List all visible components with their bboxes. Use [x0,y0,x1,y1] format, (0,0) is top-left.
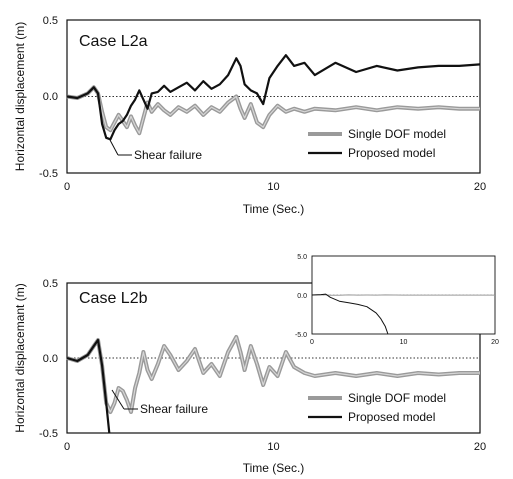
y-tick-label: 0.0 [297,293,307,300]
series-group-l2a [66,54,481,141]
y-axis-label: Horizontal displacement (m) [13,22,27,171]
y-tick-label: 5.0 [297,254,307,261]
x-axis-label: Time (Sec.) [243,461,305,475]
chart-inset: 5.0 0.0 -5.0 0 10 20 [295,254,499,346]
series-group-inset [311,293,495,335]
x-tick-label: 0 [64,441,70,453]
chart-case-l2a: 0.5 0.0 -0.5 0 10 20 Time (Sec.) Horizon… [13,15,486,216]
shear-failure-label: Shear failure [140,402,208,416]
shear-failure-label: Shear failure [134,148,202,162]
series-line-proposed-inset [311,293,389,335]
y-tick-label: 0.5 [43,15,58,27]
y-tick-label: -0.5 [39,428,58,440]
series-line-single-dof-core-l2a [66,86,480,134]
legend-label-single-dof: Single DOF model [348,127,446,141]
x-tick-label: 10 [267,181,279,193]
chart-case-l2b: 0.5 0.0 -0.5 0 10 20 Time (Sec.) Horizon… [13,278,486,475]
chart-title: Case L2b [79,290,148,307]
y-axis-label: Horizontal displacemant (m) [13,283,27,432]
x-tick-label: 20 [474,181,486,193]
x-tick-label: 10 [267,441,279,453]
legend-l2b: Single DOF model Proposed model [308,391,446,424]
series-group-l2b [66,335,480,434]
x-tick-label: 10 [400,339,408,346]
shear-failure-pointer [109,139,119,156]
legend-label-proposed: Proposed model [348,146,435,160]
y-tick-label: -0.5 [39,168,58,180]
x-tick-label: 20 [474,441,486,453]
x-tick-label: 20 [491,339,499,346]
chart-title: Case L2a [79,33,148,50]
x-axis-label: Time (Sec.) [243,202,305,216]
x-tick-label: 0 [310,339,314,346]
series-line-proposed-l2b [66,338,111,434]
legend-label-single-dof: Single DOF model [348,391,446,405]
shear-failure-pointer [111,389,125,410]
series-line-single-dof-core-l2b [66,336,480,413]
y-tick-label: 0.0 [43,353,58,365]
y-tick-label: -5.0 [295,332,307,339]
series-line-proposed-l2a [66,54,481,141]
legend-l2a: Single DOF model Proposed model [308,127,446,160]
x-tick-label: 0 [64,181,70,193]
y-tick-label: 0.5 [43,278,58,290]
y-tick-label: 0.0 [43,91,58,103]
legend-label-proposed: Proposed model [348,410,435,424]
